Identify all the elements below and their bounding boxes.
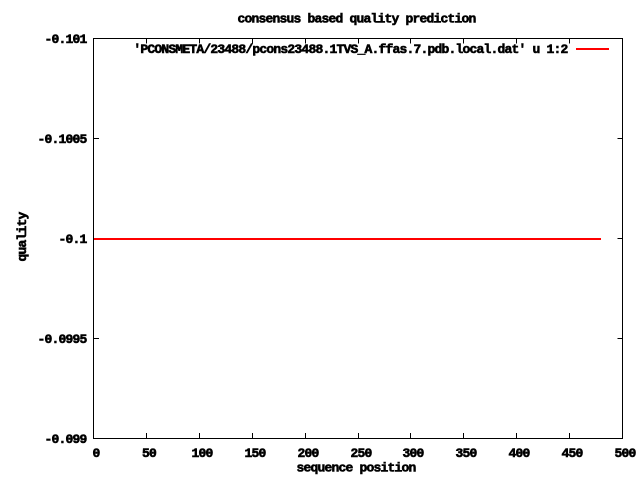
svg-text:100: 100: [191, 446, 213, 461]
svg-text:-0.1: -0.1: [58, 232, 87, 247]
svg-text:350: 350: [455, 446, 477, 461]
svg-text:450: 450: [561, 446, 583, 461]
svg-text:consensus based quality predic: consensus based quality prediction: [237, 12, 476, 27]
svg-text:0: 0: [92, 446, 100, 461]
svg-text:500: 500: [614, 446, 636, 461]
svg-text:-0.099: -0.099: [44, 432, 87, 447]
svg-text:200: 200: [297, 446, 319, 461]
svg-text:sequence position: sequence position: [296, 461, 416, 476]
svg-text:250: 250: [350, 446, 372, 461]
svg-text:50: 50: [142, 446, 157, 461]
svg-text:150: 150: [244, 446, 266, 461]
svg-text:-0.0995: -0.0995: [37, 332, 87, 347]
svg-text:-0.1005: -0.1005: [37, 132, 87, 147]
svg-text:'PCONSMETA/23488/pcons23488.1T: 'PCONSMETA/23488/pcons23488.1TVS_A.ffas.…: [133, 42, 568, 57]
svg-text:-0.101: -0.101: [44, 32, 87, 47]
svg-text:300: 300: [402, 446, 424, 461]
svg-text:quality: quality: [15, 212, 30, 262]
svg-text:400: 400: [508, 446, 530, 461]
